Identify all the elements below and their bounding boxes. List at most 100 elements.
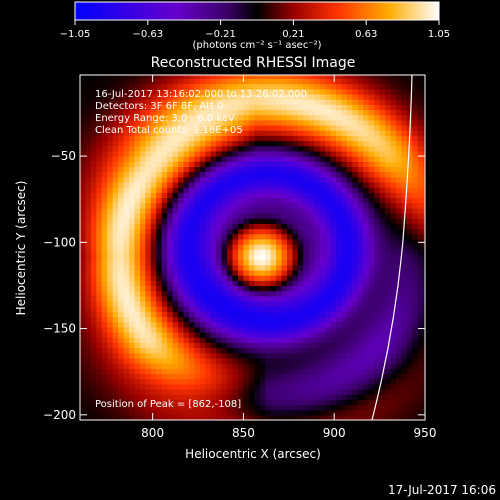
heatmap-cell <box>139 140 146 147</box>
heatmap-cell <box>276 394 283 400</box>
heatmap-cell <box>385 399 392 406</box>
heatmap-cell <box>276 171 283 178</box>
heatmap-cell <box>101 394 108 400</box>
heatmap-cell <box>90 275 97 281</box>
heatmap-cell <box>292 83 299 90</box>
heatmap-cell <box>161 316 168 323</box>
heatmap-cell <box>237 388 245 395</box>
heatmap-cell <box>101 161 108 168</box>
heatmap-cell <box>232 373 239 380</box>
heatmap-cell <box>363 347 370 354</box>
heatmap-cell <box>287 78 294 85</box>
heatmap-cell <box>292 176 299 183</box>
heatmap-cell <box>265 83 272 90</box>
heatmap-cell <box>178 156 185 162</box>
heatmap-cell <box>423 119 425 126</box>
heatmap-cell <box>314 321 321 328</box>
heatmap-cell <box>216 275 223 281</box>
heatmap-cell <box>352 202 359 209</box>
heatmap-cell <box>254 326 261 333</box>
heatmap-cell <box>417 135 424 142</box>
heatmap-cell <box>379 166 386 173</box>
heatmap-cell <box>319 249 326 255</box>
heatmap-cell <box>248 259 255 266</box>
heatmap-cell <box>221 192 228 199</box>
heatmap-cell <box>336 269 343 276</box>
heatmap-cell <box>237 342 245 349</box>
heatmap-cell <box>368 399 375 406</box>
heatmap-cell <box>385 135 392 142</box>
heatmap-cell <box>395 104 402 111</box>
heatmap-cell <box>205 202 212 209</box>
heatmap-cell <box>259 125 266 131</box>
heatmap-cell <box>85 249 92 255</box>
heatmap-cell <box>379 326 386 333</box>
heatmap-cell <box>319 207 326 214</box>
heatmap-cell <box>205 104 212 111</box>
heatmap-cell <box>243 202 250 209</box>
heatmap-cell <box>346 300 353 307</box>
heatmap-cell <box>417 280 424 287</box>
heatmap-cell <box>243 357 250 364</box>
heatmap-cell <box>129 223 136 230</box>
heatmap-cell <box>265 347 272 354</box>
heatmap-cell <box>314 409 321 416</box>
heatmap-cell <box>259 233 266 240</box>
heatmap-cell <box>281 373 288 380</box>
heatmap-cell <box>80 83 87 90</box>
heatmap-cell <box>341 75 348 80</box>
heatmap-cell <box>237 332 245 338</box>
heatmap-cell <box>287 176 294 183</box>
heatmap-cell <box>374 280 381 287</box>
heatmap-cell <box>194 368 201 375</box>
heatmap-cell <box>237 176 245 183</box>
heatmap-cell <box>352 218 359 224</box>
heatmap-cell <box>406 223 413 230</box>
heatmap-cell <box>368 249 375 255</box>
heatmap-cell <box>276 213 283 219</box>
heatmap-cell <box>417 119 424 126</box>
heatmap-cell <box>401 357 408 364</box>
heatmap-cell <box>123 368 130 375</box>
heatmap-cell <box>303 213 310 219</box>
heatmap-cell <box>265 264 272 271</box>
heatmap-cell <box>319 145 326 152</box>
heatmap-cell <box>183 378 190 385</box>
heatmap-cell <box>85 321 92 328</box>
heatmap-cell <box>221 342 228 349</box>
heatmap-cell <box>297 218 304 224</box>
heatmap-cell <box>406 326 413 333</box>
heatmap-cell <box>352 290 359 297</box>
heatmap-cell <box>199 300 206 307</box>
heatmap-cell <box>161 326 168 333</box>
heatmap-cell <box>357 357 364 364</box>
heatmap-cell <box>352 363 359 369</box>
y-tick-label: −150 <box>43 322 76 336</box>
heatmap-cell <box>199 264 206 271</box>
heatmap-cell <box>129 192 136 199</box>
heatmap-cell <box>167 275 174 281</box>
heatmap-cell <box>178 269 185 276</box>
heatmap-cell <box>134 238 141 245</box>
heatmap-cell <box>216 130 223 136</box>
heatmap-cell <box>395 306 402 312</box>
heatmap-cell <box>232 114 239 121</box>
heatmap-cell <box>303 93 310 100</box>
heatmap-cell <box>150 249 157 255</box>
heatmap-cell <box>303 373 310 380</box>
heatmap-cell <box>276 254 283 261</box>
heatmap-cell <box>145 269 152 276</box>
heatmap-cell <box>330 363 337 369</box>
heatmap-cell <box>243 109 250 116</box>
heatmap-cell <box>308 347 315 354</box>
heatmap-cell <box>308 187 315 193</box>
heatmap-cell <box>221 254 228 261</box>
heatmap-cell <box>385 311 392 318</box>
heatmap-cell <box>297 332 304 338</box>
heatmap-cell <box>188 249 195 255</box>
heatmap-cell <box>325 409 332 416</box>
heatmap-cell <box>303 264 310 271</box>
heatmap-cell <box>210 130 217 136</box>
heatmap-cell <box>107 244 114 250</box>
heatmap-cell <box>314 145 321 152</box>
